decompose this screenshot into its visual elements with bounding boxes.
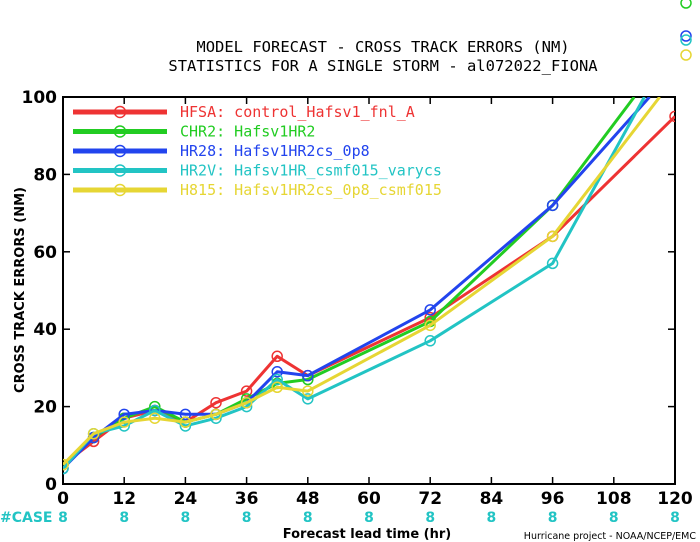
case-count: 8: [364, 510, 374, 526]
x-tick-label: 60: [357, 489, 381, 509]
legend-item-h815: H815: Hafsv1HR2cs_0p8_csmf015: [73, 181, 442, 199]
data-point: [302, 385, 314, 397]
case-row: #CASE 8 8 8 8 8 8 8 8 8 8 8: [0, 510, 680, 526]
y-tick-label: 0: [45, 475, 57, 495]
data-point: [149, 404, 161, 417]
legend-item-chr2: CHR2: Hafsv1HR2: [73, 123, 315, 141]
legend-item-hfsa: HFSA: control_Hafsv1_fnl_A: [73, 103, 415, 121]
legend: HFSA: control_Hafsv1_fnl_A CHR2: Hafsv1HR…: [73, 103, 442, 199]
data-point: [63, 462, 69, 475]
data-point: [240, 385, 253, 397]
x-tick-label: 36: [235, 489, 259, 509]
data-point: [424, 304, 436, 316]
case-count: 8: [609, 510, 619, 526]
data-point: [179, 408, 192, 421]
x-tick-label: 12: [112, 489, 136, 509]
x-tick-label: 24: [174, 489, 198, 509]
data-point: [271, 381, 283, 393]
data-point: [302, 393, 314, 405]
case-count: 8: [119, 510, 129, 526]
legend-marker: [113, 183, 127, 197]
legend-marker: [113, 105, 127, 119]
chart-subtitle: STATISTICS FOR A SINGLE STORM - al072022…: [168, 57, 598, 75]
legend-label: H815: Hafsv1HR2cs_0p8_csmf015: [180, 181, 442, 199]
series-layer: [63, 97, 675, 475]
legend-item-hr2v: HR2V: Hafsv1HR_csmf015_varycs: [73, 162, 442, 180]
x-tick-label: 48: [296, 489, 320, 509]
y-tick-label: 100: [22, 88, 58, 108]
x-tick-label: 108: [596, 489, 632, 509]
legend-label: CHR2: Hafsv1HR2: [180, 123, 315, 141]
data-point: [179, 416, 192, 428]
chart-title: MODEL FORECAST - CROSS TRACK ERRORS (NM): [196, 38, 569, 56]
data-point: [210, 408, 222, 421]
data-point: [210, 396, 222, 409]
x-tick-label: 96: [541, 489, 565, 509]
edge-circle: [680, 34, 692, 46]
case-count: 8: [670, 510, 680, 526]
data-point: [271, 350, 283, 363]
data-point: [271, 366, 283, 378]
case-count: 8: [181, 510, 191, 526]
credit-text: Hurricane project - NOAA/NCEP/EMC: [524, 531, 697, 542]
data-point: [546, 199, 559, 212]
legend-label: HR28: Hafsv1HR2cs_0p8: [180, 142, 370, 160]
case-count: 8: [425, 510, 435, 526]
data-point: [240, 396, 253, 409]
y-tick-label: 40: [33, 320, 57, 340]
legend-marker: [113, 125, 127, 138]
x-tick-label: 0: [57, 489, 69, 509]
legend-label: HFSA: control_Hafsv1_fnl_A: [180, 103, 415, 121]
data-point: [546, 230, 559, 243]
data-point: [424, 319, 436, 332]
case-count: 8: [548, 510, 558, 526]
axes: 0 12 24 36 48 60 72 84 96 108 120 0 20 40 60 80 100: [22, 88, 693, 509]
case-count: 8: [242, 510, 252, 526]
legend-marker: [113, 144, 127, 158]
edge-circle: [680, 30, 692, 42]
x-axis-label: Forecast lead time (hr): [283, 527, 451, 542]
data-point: [669, 110, 675, 123]
legend-marker: [113, 164, 127, 177]
y-tick-label: 60: [33, 243, 57, 263]
edge-circle: [680, 49, 692, 61]
edge-circle: [680, 0, 692, 9]
case-row-label: #CASE: [0, 510, 53, 526]
case-count: 8: [487, 510, 497, 526]
y-tick-label: 20: [33, 398, 57, 418]
x-tick-label: 120: [657, 489, 693, 509]
data-point: [63, 458, 69, 471]
data-point: [118, 416, 130, 428]
data-point: [87, 427, 100, 440]
legend-item-hr28: HR28: Hafsv1HR2cs_0p8: [73, 142, 370, 160]
legend-label: HR2V: Hafsv1HR_csmf015_varycs: [180, 162, 442, 180]
y-axis-label: CROSS TRACK ERRORS (NM): [13, 187, 28, 393]
x-tick-label: 72: [418, 489, 442, 509]
data-point: [271, 373, 283, 386]
data-point: [118, 408, 130, 421]
data-point: [424, 335, 436, 347]
data-point: [546, 257, 559, 270]
data-point: [149, 412, 161, 424]
edge-circles: [680, 0, 692, 61]
data-point: [302, 369, 314, 382]
case-count: 8: [58, 510, 68, 526]
series-h815: [63, 97, 661, 471]
case-count: 8: [303, 510, 313, 526]
y-tick-label: 80: [33, 165, 57, 185]
x-tick-label: 84: [480, 489, 504, 509]
